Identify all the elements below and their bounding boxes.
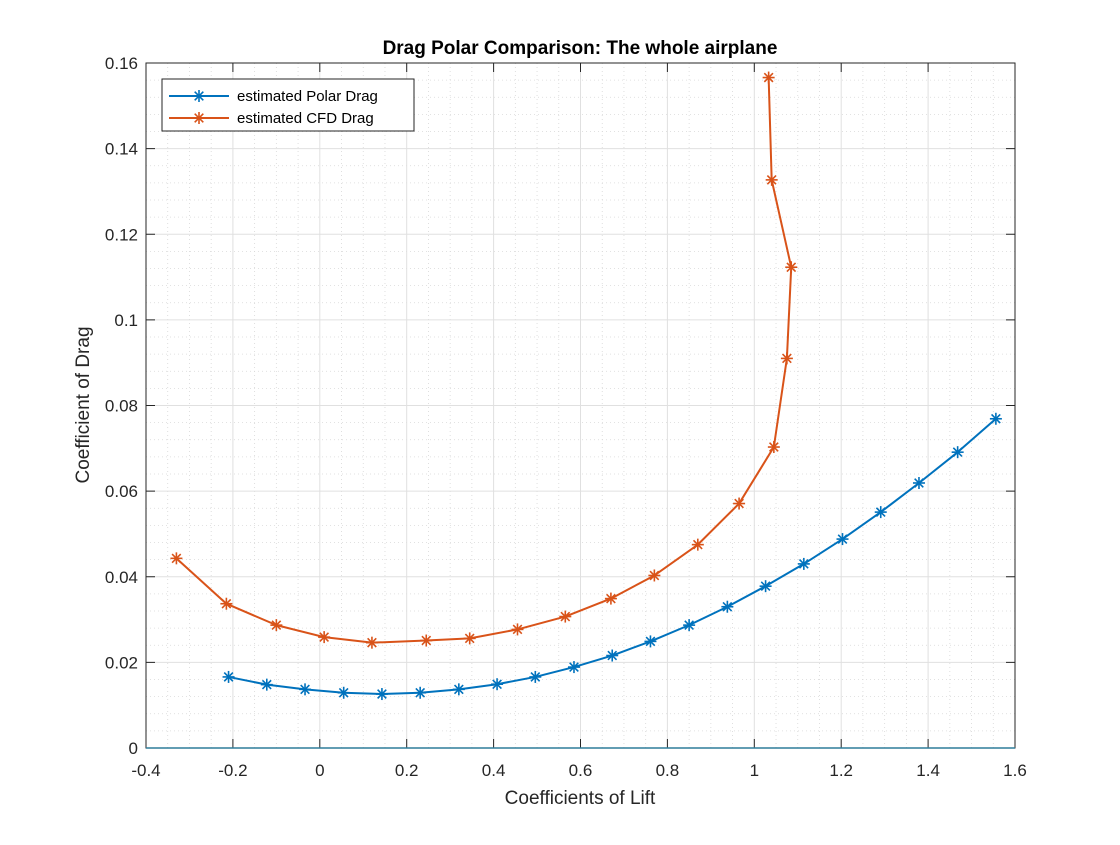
y-tick-labels: 0 0.02 0.04 0.06 0.08 0.1 0.12 0.14 0.16 — [105, 54, 138, 758]
data-point-polar — [529, 670, 542, 683]
x-tick-label: -0.2 — [218, 761, 247, 780]
legend-asterisk-cfd — [193, 112, 205, 124]
data-point-cfd — [780, 352, 793, 365]
data-point-cfd — [220, 597, 233, 610]
x-tick-label: 1.4 — [916, 761, 940, 780]
data-point-polar — [222, 670, 235, 683]
x-tick-label: 1.6 — [1003, 761, 1027, 780]
series-cfd — [170, 71, 798, 649]
legend-asterisk-polar — [193, 90, 205, 102]
chart-title: Drag Polar Comparison: The whole airplan… — [383, 38, 778, 59]
x-axis-label: Coefficients of Lift — [505, 788, 656, 809]
y-tick-label: 0.08 — [105, 397, 138, 416]
minor-grid — [146, 63, 1015, 748]
data-point-polar — [644, 635, 657, 648]
data-point-cfd — [762, 71, 775, 84]
data-point-cfd — [420, 634, 433, 647]
x-tick-label: 0.4 — [482, 761, 506, 780]
y-tick-label: 0.04 — [105, 568, 138, 587]
x-tick-labels: -0.4 -0.2 0 0.2 0.4 0.6 0.8 1 1.2 1.4 1.6 — [131, 761, 1026, 780]
data-point-cfd — [511, 623, 524, 636]
legend-label-polar: estimated Polar Drag — [237, 88, 378, 105]
data-point-polar — [299, 683, 312, 696]
data-point-polar — [375, 688, 388, 701]
data-point-cfd — [559, 610, 572, 623]
data-point-polar — [912, 476, 925, 489]
x-tick-label: 1.2 — [829, 761, 853, 780]
y-axis-label: Coefficient of Drag — [73, 326, 94, 483]
data-point-polar — [606, 649, 619, 662]
data-point-cfd — [691, 538, 704, 551]
data-point-polar — [452, 683, 465, 696]
data-point-cfd — [767, 441, 780, 454]
data-point-polar — [567, 661, 580, 674]
y-tick-label: 0.16 — [105, 54, 138, 73]
legend-entry-polar: estimated Polar Drag — [169, 88, 378, 105]
data-point-polar — [874, 506, 887, 519]
y-tick-label: 0.12 — [105, 225, 138, 244]
data-point-cfd — [648, 569, 661, 582]
legend-marker-polar — [193, 90, 205, 102]
series-polar — [222, 412, 1002, 701]
data-point-cfd — [318, 631, 331, 644]
y-tick-label: 0 — [129, 739, 138, 758]
legend-marker-cfd — [193, 112, 205, 124]
data-point-polar — [721, 600, 734, 613]
x-tick-label: 1 — [750, 761, 759, 780]
legend-box — [161, 78, 415, 132]
x-tick-label: 0.6 — [569, 761, 593, 780]
data-point-cfd — [604, 592, 617, 605]
data-point-cfd — [765, 173, 778, 186]
y-tick-label: 0.06 — [105, 482, 138, 501]
data-point-polar — [260, 678, 273, 691]
data-point-polar — [491, 678, 504, 691]
x-tick-label: 0 — [315, 761, 324, 780]
legend-label-cfd: estimated CFD Drag — [237, 110, 374, 127]
series-line-cfd — [175, 77, 793, 644]
y-tick-label: 0.1 — [114, 311, 138, 330]
y-tick-label: 0.02 — [105, 653, 138, 672]
x-tick-label: 0.8 — [656, 761, 680, 780]
data-point-cfd — [463, 632, 476, 645]
data-point-cfd — [170, 552, 183, 565]
data-point-polar — [337, 686, 350, 699]
y-tick-label: 0.14 — [105, 140, 138, 159]
data-point-polar — [951, 446, 964, 459]
data-point-cfd — [785, 261, 798, 274]
ticks — [145, 62, 1016, 749]
data-point-polar — [797, 557, 810, 570]
x-tick-label: -0.4 — [131, 761, 160, 780]
data-point-polar — [683, 619, 696, 632]
data-point-cfd — [733, 497, 746, 510]
data-point-polar — [836, 533, 849, 546]
legend-entry-cfd: estimated CFD Drag — [169, 110, 374, 127]
data-point-cfd — [270, 619, 283, 632]
legend: estimated Polar Drag estimated CFD Drag — [161, 78, 415, 132]
x-tick-label: 0.2 — [395, 761, 419, 780]
series-layer — [170, 71, 1002, 701]
data-point-polar — [759, 580, 772, 593]
data-point-polar — [414, 686, 427, 699]
data-point-polar — [989, 412, 1002, 425]
data-point-cfd — [365, 636, 378, 649]
